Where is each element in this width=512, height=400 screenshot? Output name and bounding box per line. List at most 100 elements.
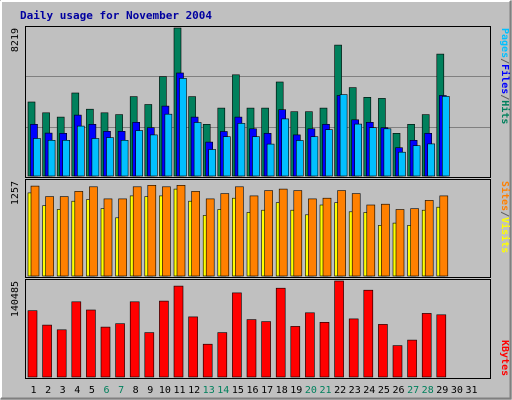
bar-top-pages-day-22 <box>339 94 348 177</box>
bar-top-pages-day-3 <box>62 140 71 177</box>
bar-bottom-kbytes-day-5 <box>86 309 96 378</box>
bar-bottom-kbytes-day-19 <box>290 326 301 378</box>
panel-top-legend: Pages/Files/Hits <box>499 28 511 124</box>
x-tick-label: 8 <box>133 385 139 396</box>
bar-bottom-kbytes-day-15 <box>232 292 242 378</box>
bar-bottom-kbytes-day-23 <box>348 318 359 378</box>
bar-middle-sites-day-19 <box>293 190 303 277</box>
panel-bottom-legend: KBytes <box>499 340 510 376</box>
bar-middle-sites-day-29 <box>439 195 449 277</box>
bar-middle-sites-day-18 <box>278 188 288 277</box>
legend-separator: / <box>499 94 510 100</box>
bar-top-pages-day-13 <box>208 149 216 177</box>
bar-middle-sites-day-6 <box>103 198 113 277</box>
bar-bottom-kbytes-day-24 <box>363 289 374 378</box>
bar-middle-sites-day-28 <box>424 200 434 277</box>
bar-middle-sites-day-22 <box>337 190 346 277</box>
bar-middle-sites-day-26 <box>395 209 405 277</box>
bar-top-pages-day-21 <box>325 129 333 177</box>
legend-files: Files <box>499 64 511 94</box>
bar-bottom-kbytes-day-4 <box>71 301 82 378</box>
bar-bottom-kbytes-day-18 <box>275 287 286 378</box>
bar-bottom-kbytes-day-21 <box>319 321 330 378</box>
bar-top-pages-day-4 <box>77 125 85 177</box>
x-tick-label: 13 <box>203 385 215 396</box>
bar-top-pages-day-29 <box>441 96 450 177</box>
bar-middle-sites-day-3 <box>59 196 69 277</box>
bar-middle-sites-day-24 <box>366 204 376 277</box>
bar-middle-sites-day-10 <box>162 186 171 277</box>
legend-kbytes: KBytes <box>499 340 510 376</box>
bar-top-pages-day-2 <box>47 140 56 177</box>
bar-top-pages-day-19 <box>295 140 304 177</box>
bar-middle-sites-day-20 <box>308 198 317 277</box>
bar-bottom-kbytes-day-2 <box>42 324 52 378</box>
bar-middle-sites-day-7 <box>118 198 127 277</box>
bar-bottom-kbytes-day-28 <box>421 313 432 378</box>
bar-middle-sites-day-2 <box>45 196 54 277</box>
x-tick-label: 21 <box>319 385 331 396</box>
legend-pages: Pages <box>499 28 510 58</box>
bar-bottom-kbytes-day-7 <box>115 323 125 378</box>
x-tick-label: 7 <box>118 385 124 396</box>
x-tick-label: 6 <box>103 385 109 396</box>
bar-middle-sites-day-13 <box>205 198 215 277</box>
x-tick-label: 9 <box>147 385 153 396</box>
x-tick-label: 2 <box>45 385 51 396</box>
bar-bottom-kbytes-day-10 <box>159 300 169 378</box>
x-tick-label: 4 <box>74 385 80 396</box>
x-tick-label: 28 <box>422 385 434 396</box>
bar-bottom-kbytes-day-3 <box>56 329 67 378</box>
bar-top-pages-day-15 <box>237 123 246 177</box>
bar-middle-sites-day-8 <box>132 186 142 277</box>
legend-separator: / <box>499 58 510 64</box>
bar-bottom-kbytes-day-11 <box>173 285 184 378</box>
x-axis-ticks: 1 2 3 4 5 6 7 8 9 10 11 12 13 14 15 16 17 18 19 20 21 22 23 24 2… <box>30 385 477 396</box>
bar-bottom-kbytes-day-29 <box>436 314 447 378</box>
bar-middle-sites-day-15 <box>235 186 244 277</box>
bar-top-pages-day-9 <box>150 134 158 177</box>
bar-middle-sites-day-1 <box>30 185 40 277</box>
x-tick-label: 19 <box>290 385 302 396</box>
bar-bottom-kbytes-day-26 <box>392 345 403 378</box>
bar-top-pages-day-17 <box>266 143 275 177</box>
legend-visits: Visits <box>499 217 511 253</box>
x-tick-label: 10 <box>159 385 171 396</box>
bar-top-pages-day-25 <box>383 128 392 177</box>
x-tick-label: 14 <box>217 385 229 396</box>
bar-bottom-kbytes-day-17 <box>261 321 271 378</box>
bar-top-pages-day-28 <box>427 143 436 177</box>
x-tick-label: 18 <box>276 385 288 396</box>
panel-top-max-label: 8219 <box>10 28 21 52</box>
bar-middle-sites-day-12 <box>191 191 200 277</box>
bar-top-pages-day-14 <box>223 136 231 177</box>
bar-top-pages-day-11 <box>179 78 187 177</box>
bar-middle-sites-day-4 <box>74 191 84 277</box>
bar-bottom-kbytes-day-13 <box>202 343 213 378</box>
bar-middle-sites-day-16 <box>249 195 259 277</box>
bar-bottom-kbytes-day-25 <box>378 324 388 378</box>
bar-top-pages-day-20 <box>310 136 319 177</box>
bar-bottom-kbytes-day-16 <box>246 319 257 378</box>
chart-title: Daily usage for November 2004 <box>20 9 212 22</box>
x-tick-label: 3 <box>60 385 66 396</box>
x-tick-label: 17 <box>261 385 273 396</box>
x-tick-label: 12 <box>188 385 200 396</box>
bar-middle-sites-day-21 <box>322 197 332 277</box>
bar-top-pages-day-1 <box>33 138 41 177</box>
x-tick-label: 1 <box>30 385 36 396</box>
bar-middle-sites-day-14 <box>220 193 230 277</box>
x-tick-label: 25 <box>378 385 390 396</box>
bar-top-pages-day-10 <box>164 113 173 177</box>
legend-separator: / <box>499 211 510 217</box>
x-tick-label: 22 <box>334 385 346 396</box>
x-tick-label: 31 <box>465 385 477 396</box>
bar-bottom-kbytes-day-9 <box>144 332 155 378</box>
panel-middle-legend: Sites/Visits <box>499 181 511 253</box>
x-tick-label: 26 <box>392 385 404 396</box>
bar-bottom-kbytes-day-6 <box>100 326 111 378</box>
x-tick-label: 30 <box>451 385 463 396</box>
x-tick-label: 29 <box>436 385 448 396</box>
legend-hits: Hits <box>499 100 511 124</box>
